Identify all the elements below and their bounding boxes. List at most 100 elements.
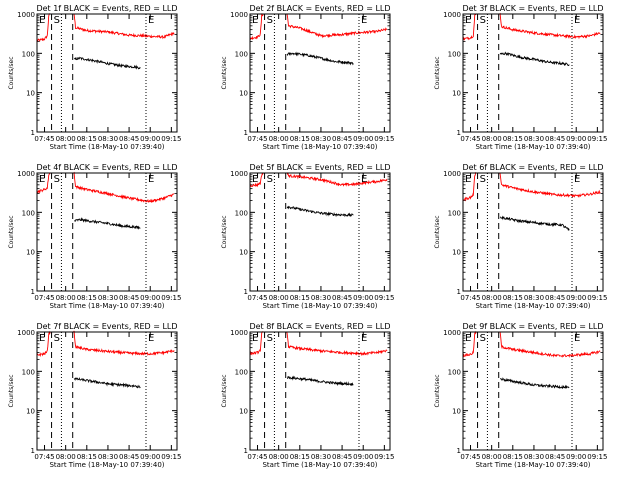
x-tick-label: 09:15 bbox=[587, 294, 607, 302]
marker-label: S bbox=[480, 15, 486, 26]
detector-panel: Det 4f BLACK = Events, RED = LLD Counts/s… bbox=[8, 163, 181, 310]
y-tick-label: 100 bbox=[448, 50, 461, 58]
marker-label: S bbox=[54, 174, 60, 185]
marker-label: S bbox=[480, 333, 486, 344]
x-tick-label: 08:15 bbox=[77, 294, 97, 302]
x-tick-label: 07:45 bbox=[247, 135, 267, 143]
marker-label: E bbox=[148, 333, 154, 344]
x-tick-label: 08:45 bbox=[119, 453, 139, 461]
marker-label: S bbox=[267, 15, 273, 26]
x-tick-label: 07:45 bbox=[247, 453, 267, 461]
y-axis-label: Counts/sec bbox=[221, 374, 228, 407]
x-tick-label: 08:15 bbox=[77, 453, 97, 461]
y-tick-label: 1 bbox=[457, 288, 461, 296]
events-series-line bbox=[287, 375, 354, 387]
y-tick-label: 10 bbox=[452, 408, 461, 416]
marker-label: E bbox=[39, 174, 45, 185]
y-tick-label: 10 bbox=[239, 249, 248, 257]
panel-title: Det 6f BLACK = Events, RED = LLD bbox=[462, 163, 603, 172]
events-series-line bbox=[73, 377, 141, 389]
y-axis-label: Counts/sec bbox=[8, 56, 15, 89]
x-tick-label: 08:00 bbox=[482, 294, 502, 302]
x-tick-label: 08:00 bbox=[269, 294, 289, 302]
events-series-line bbox=[286, 51, 354, 66]
x-axis-label: Start Time (18-May-10 07:39:40) bbox=[475, 302, 590, 310]
detector-panel: Det 2f BLACK = Events, RED = LLD Counts/s… bbox=[221, 4, 394, 151]
y-axis-label: Counts/sec bbox=[221, 56, 228, 89]
y-tick-label: 1000 bbox=[443, 170, 461, 178]
x-axis-label: Start Time (18-May-10 07:39:40) bbox=[49, 143, 164, 151]
x-tick-label: 08:15 bbox=[290, 135, 310, 143]
marker-label: S bbox=[267, 333, 273, 344]
y-axis-label: Counts/sec bbox=[434, 56, 441, 89]
events-series-line bbox=[499, 215, 570, 231]
y-axis-label: Counts/sec bbox=[8, 215, 15, 248]
marker-label: E bbox=[361, 174, 367, 185]
x-axis-label: Start Time (18-May-10 07:39:40) bbox=[49, 461, 164, 469]
x-tick-label: 08:15 bbox=[290, 453, 310, 461]
y-tick-label: 1 bbox=[31, 288, 35, 296]
y-tick-label: 1 bbox=[31, 447, 35, 455]
y-tick-label: 1 bbox=[457, 447, 461, 455]
marker-label: S bbox=[54, 15, 60, 26]
events-series-line bbox=[286, 205, 354, 218]
x-tick-label: 07:45 bbox=[247, 294, 267, 302]
x-tick-label: 09:00 bbox=[566, 135, 586, 143]
plot-frame bbox=[36, 331, 178, 451]
x-tick-label: 08:15 bbox=[77, 135, 97, 143]
y-axis-label: Counts/sec bbox=[434, 374, 441, 407]
y-tick-label: 100 bbox=[235, 368, 248, 376]
x-axis-label: Start Time (18-May-10 07:39:40) bbox=[475, 143, 590, 151]
y-tick-label: 1 bbox=[244, 129, 248, 137]
x-tick-label: 09:15 bbox=[161, 453, 181, 461]
y-tick-label: 1000 bbox=[230, 329, 248, 337]
y-tick-label: 1000 bbox=[443, 329, 461, 337]
panel-title: Det 4f BLACK = Events, RED = LLD bbox=[36, 163, 177, 172]
x-tick-label: 09:00 bbox=[140, 294, 160, 302]
x-tick-label: 08:15 bbox=[290, 294, 310, 302]
y-tick-label: 10 bbox=[26, 90, 35, 98]
x-axis-label: Start Time (18-May-10 07:39:40) bbox=[49, 302, 164, 310]
x-tick-label: 08:45 bbox=[545, 294, 565, 302]
detector-panel: Det 6f BLACK = Events, RED = LLD Counts/s… bbox=[434, 163, 607, 310]
x-tick-label: 08:45 bbox=[545, 135, 565, 143]
x-tick-label: 08:45 bbox=[332, 135, 352, 143]
y-tick-label: 1 bbox=[244, 447, 248, 455]
marker-label: E bbox=[465, 15, 471, 26]
x-tick-label: 09:00 bbox=[353, 453, 373, 461]
x-tick-label: 09:00 bbox=[353, 294, 373, 302]
panel-title: Det 7f BLACK = Events, RED = LLD bbox=[36, 322, 177, 331]
y-tick-label: 1 bbox=[31, 129, 35, 137]
y-axis-label: Counts/sec bbox=[434, 215, 441, 248]
x-tick-label: 08:00 bbox=[269, 135, 289, 143]
marker-label: S bbox=[267, 174, 273, 185]
y-tick-label: 1000 bbox=[17, 329, 35, 337]
x-tick-label: 08:00 bbox=[56, 294, 76, 302]
y-tick-label: 1 bbox=[244, 288, 248, 296]
x-tick-label: 08:00 bbox=[269, 453, 289, 461]
x-tick-label: 07:45 bbox=[34, 135, 54, 143]
x-tick-label: 09:15 bbox=[161, 135, 181, 143]
plot-frame bbox=[462, 172, 604, 292]
y-tick-label: 100 bbox=[448, 209, 461, 217]
marker-label: E bbox=[465, 333, 471, 344]
x-tick-label: 08:00 bbox=[56, 453, 76, 461]
marker-label: E bbox=[148, 15, 154, 26]
panel-title: Det 2f BLACK = Events, RED = LLD bbox=[249, 4, 390, 13]
plot-frame bbox=[462, 13, 604, 133]
x-tick-label: 07:45 bbox=[460, 135, 480, 143]
x-axis-label: Start Time (18-May-10 07:39:40) bbox=[262, 302, 377, 310]
panel-title: Det 5f BLACK = Events, RED = LLD bbox=[249, 163, 390, 172]
plot-frame bbox=[249, 13, 391, 133]
marker-label: E bbox=[252, 15, 258, 26]
y-tick-label: 10 bbox=[452, 249, 461, 257]
x-tick-label: 08:00 bbox=[482, 453, 502, 461]
y-tick-label: 1000 bbox=[230, 11, 248, 19]
x-axis-label: Start Time (18-May-10 07:39:40) bbox=[262, 143, 377, 151]
plot-frame bbox=[249, 331, 391, 451]
x-tick-label: 08:45 bbox=[332, 294, 352, 302]
x-tick-label: 08:15 bbox=[503, 294, 523, 302]
x-tick-label: 08:30 bbox=[98, 294, 118, 302]
y-tick-label: 10 bbox=[452, 90, 461, 98]
y-tick-label: 10 bbox=[239, 90, 248, 98]
